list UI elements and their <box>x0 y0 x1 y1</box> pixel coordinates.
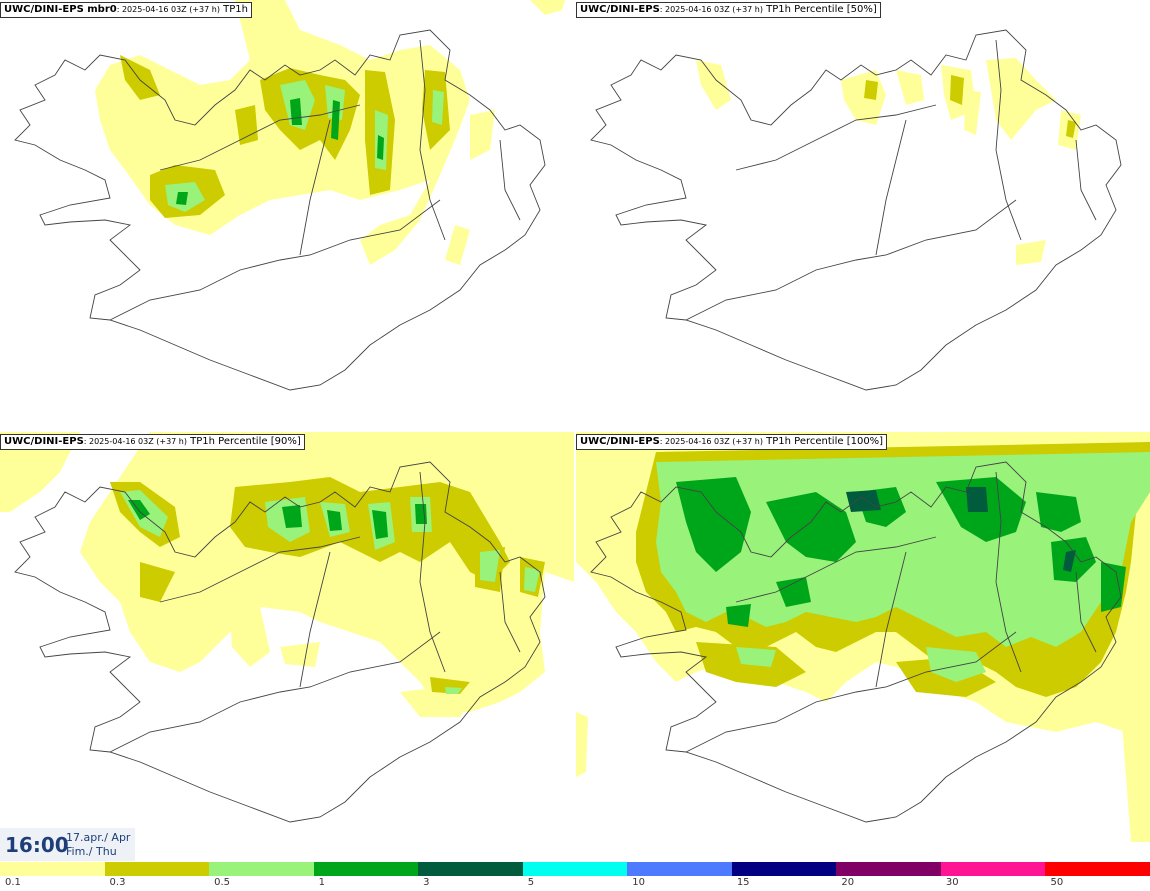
panel-title: UWC/DINI-EPS: 2025-04-16 03Z (+37 h) TP1… <box>0 434 305 450</box>
legend-tick-label: 0.1 <box>5 877 21 888</box>
legend-tick-label: 0.5 <box>214 877 230 888</box>
valid-date: 17.apr./ Apr <box>66 831 131 844</box>
legend-tick-label: 30 <box>945 877 959 888</box>
legend-tick-label: 3 <box>423 877 430 888</box>
iceland-coastline <box>590 29 1122 391</box>
panel-title: UWC/DINI-EPS: 2025-04-16 03Z (+37 h) TP1… <box>576 434 888 450</box>
valid-weekday: Fim./ Thu <box>66 845 117 858</box>
precip-field <box>576 432 1150 842</box>
legend-swatch <box>104 862 210 876</box>
precip-map <box>590 29 1122 391</box>
panel-divider-horizontal <box>0 430 1150 432</box>
iceland-coastline <box>14 461 546 823</box>
legend-tick-label: 15 <box>736 877 750 888</box>
legend-swatch <box>627 862 733 876</box>
legend-swatch <box>0 862 105 876</box>
legend-swatch <box>209 862 315 876</box>
legend-swatch <box>1045 862 1150 876</box>
precip-field <box>95 0 565 265</box>
precip-map <box>14 0 565 391</box>
map-panel-mbr0: UWC/DINI-EPS mbr0: 2025-04-16 03Z (+37 h… <box>0 0 574 430</box>
legend-tick-label: 0.3 <box>109 877 126 888</box>
map-panel-p90: UWC/DINI-EPS: 2025-04-16 03Z (+37 h) TP1… <box>0 432 574 862</box>
map-panel-p100: UWC/DINI-EPS: 2025-04-16 03Z (+37 h) TP1… <box>576 432 1150 862</box>
panel-title: UWC/DINI-EPS mbr0: 2025-04-16 03Z (+37 h… <box>0 2 252 18</box>
legend-tick-label: 20 <box>841 877 855 888</box>
legend-swatch <box>731 862 837 876</box>
legend-swatch <box>836 862 942 876</box>
legend-tick-label: 5 <box>527 877 535 888</box>
legend-tick-label: 1 <box>318 877 325 888</box>
precip-map <box>576 432 1150 842</box>
iceland-coastline <box>590 461 1122 823</box>
panel-title: UWC/DINI-EPS: 2025-04-16 03Z (+37 h) TP1… <box>576 2 881 18</box>
legend-swatch <box>313 862 419 876</box>
iceland-coastline <box>14 29 546 391</box>
map-panel-p50: UWC/DINI-EPS: 2025-04-16 03Z (+37 h) TP1… <box>576 0 1150 430</box>
legend-swatch <box>940 862 1046 876</box>
valid-time: 16:00 <box>5 833 69 857</box>
legend-tick-label: 50 <box>1050 877 1064 888</box>
precip-legend: 0.1 0.3 0.5 1 3 5 10 15 20 30 50 <box>0 862 1150 891</box>
precip-field <box>696 58 1081 265</box>
precip-field <box>0 432 574 717</box>
valid-time-box: 16:00 17.apr./ Apr Fim./ Thu <box>0 828 135 861</box>
legend-swatch <box>418 862 524 876</box>
legend-tick-label: 10 <box>632 877 645 888</box>
precip-map <box>0 432 574 823</box>
legend-swatch <box>522 862 628 876</box>
